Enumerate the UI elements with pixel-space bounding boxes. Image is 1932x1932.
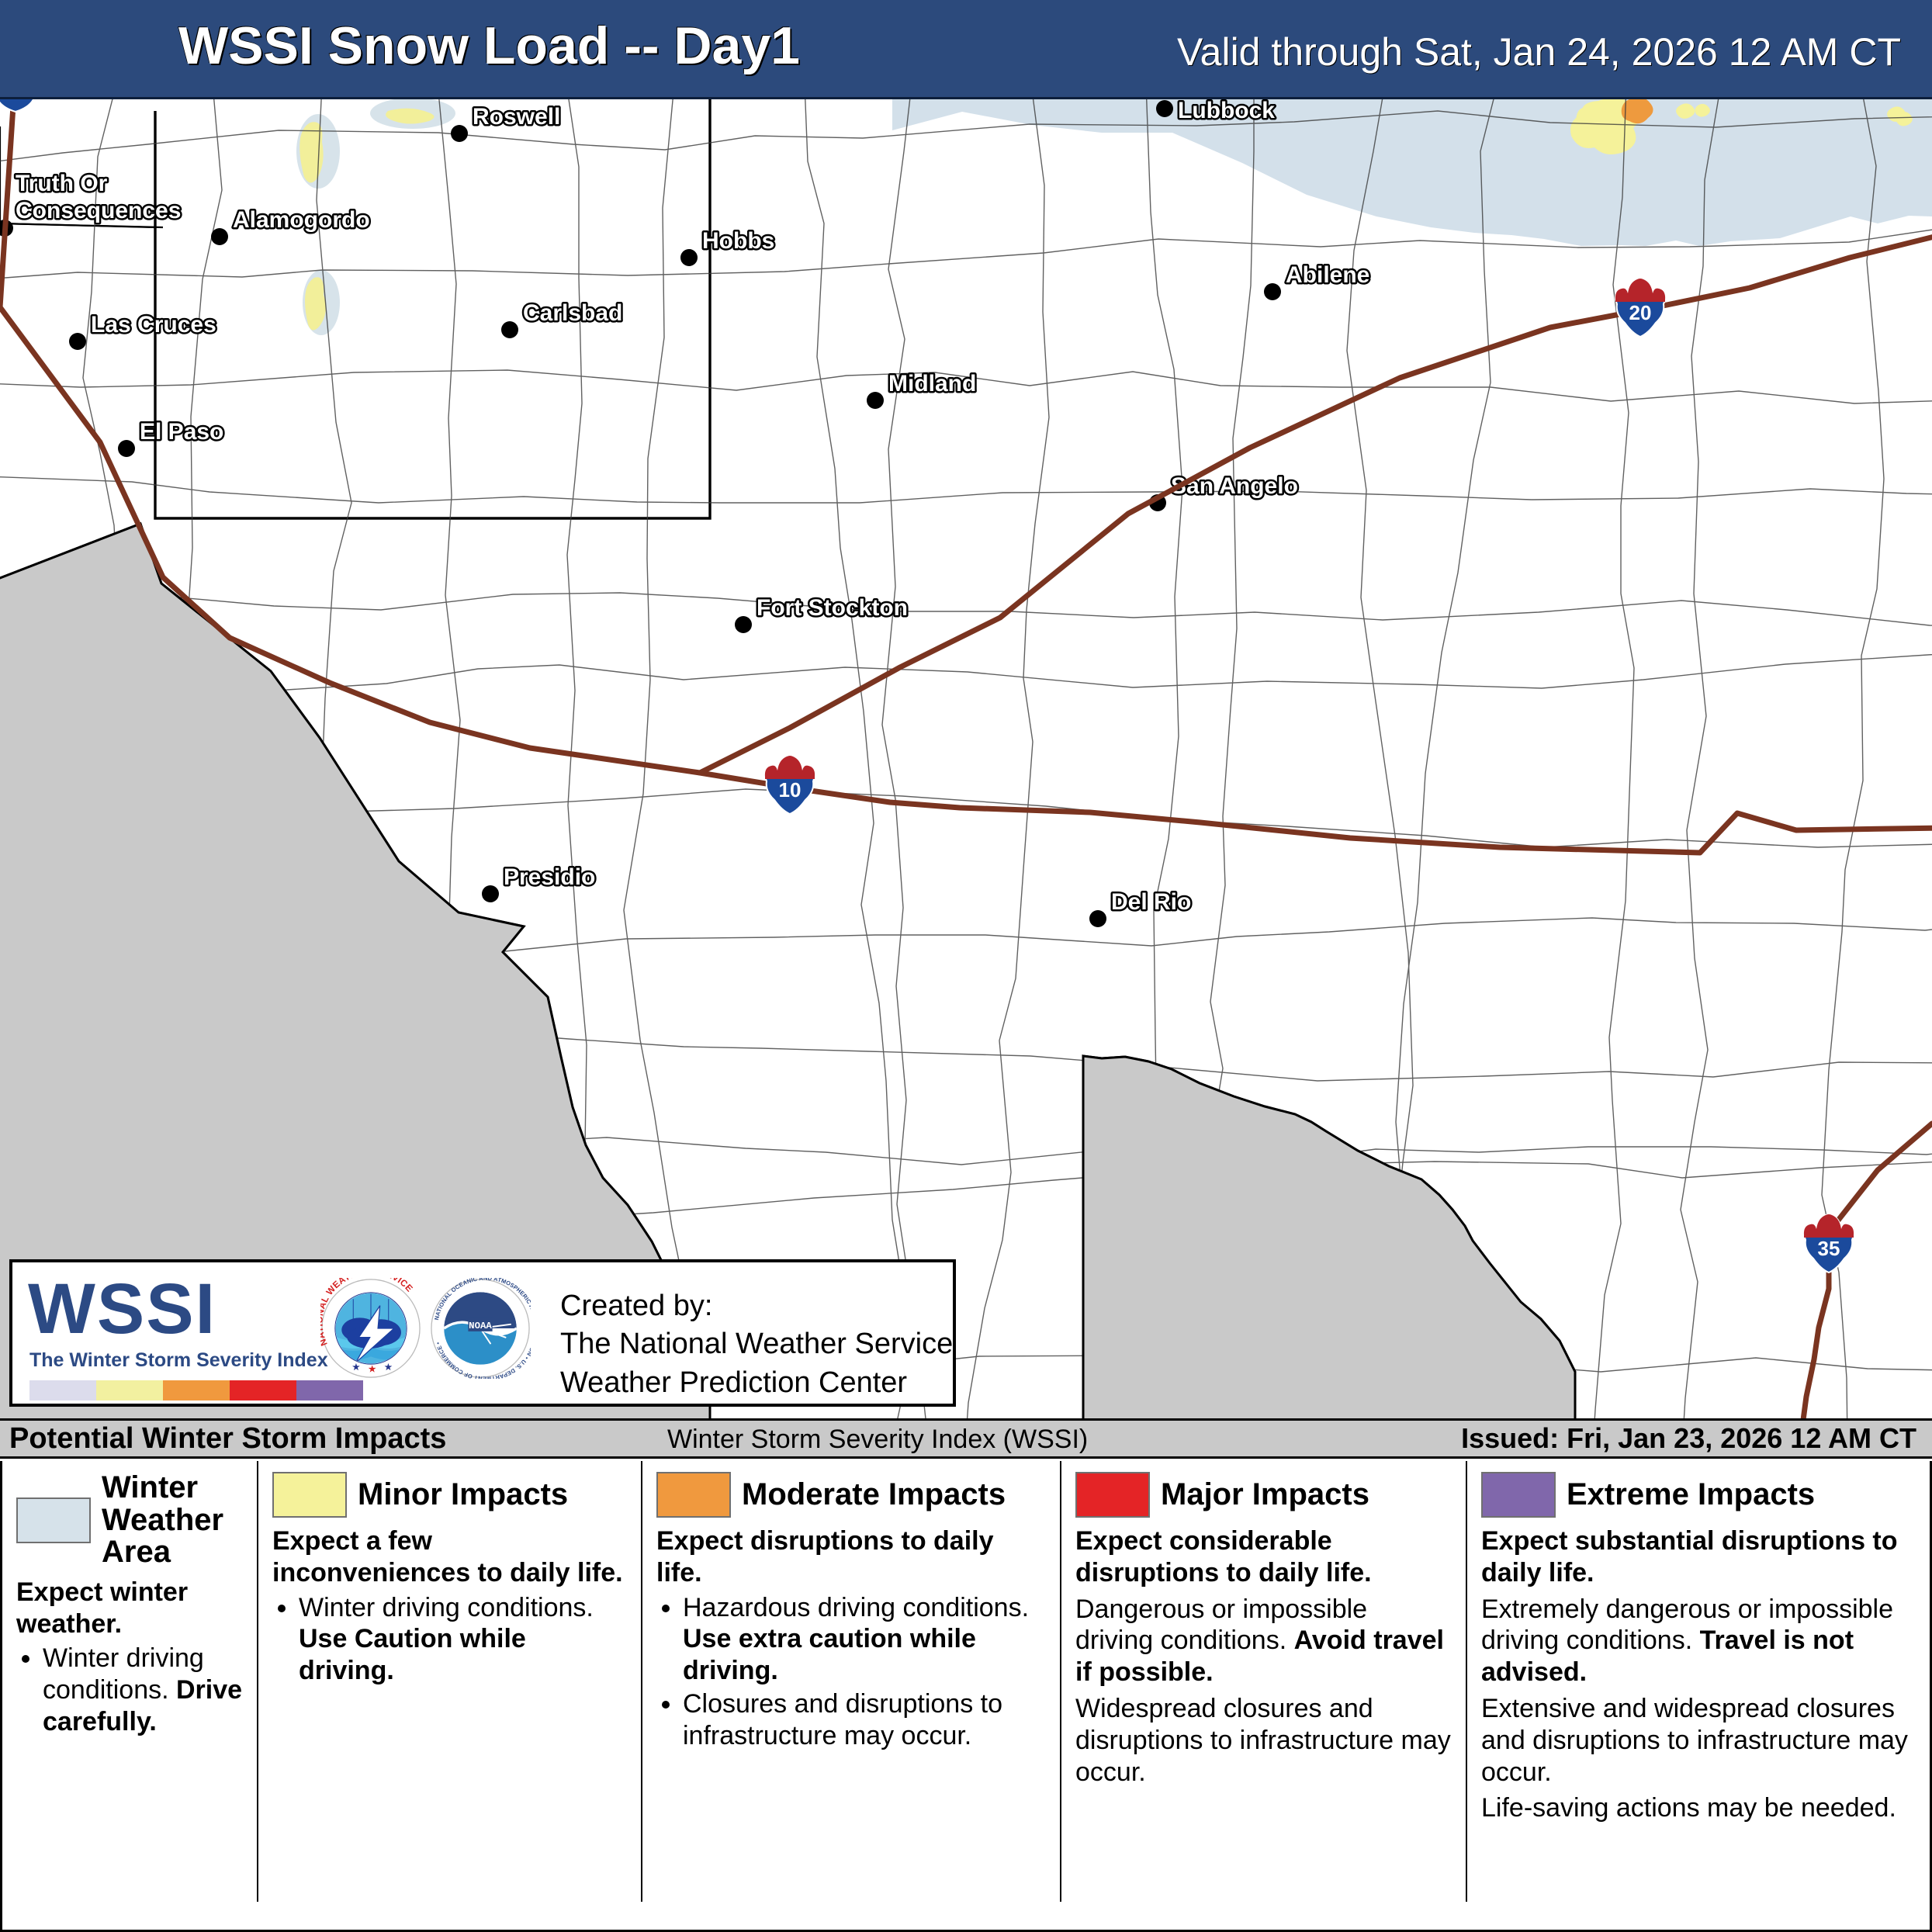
svg-text:Consequences: Consequences [16, 198, 181, 223]
svg-text:10: 10 [779, 778, 802, 802]
svg-text:Las Cruces: Las Cruces [91, 312, 216, 338]
svg-text:Abilene: Abilene [1286, 262, 1369, 288]
svg-text:NOAA: NOAA [469, 1321, 492, 1331]
svg-text:Alamogordo: Alamogordo [233, 207, 370, 233]
svg-text:El Paso: El Paso [140, 419, 223, 445]
svg-text:35: 35 [1818, 1237, 1840, 1260]
svg-text:Truth Or: Truth Or [16, 171, 108, 196]
svg-text:Fort Stockton: Fort Stockton [757, 595, 908, 621]
svg-text:★: ★ [352, 1362, 360, 1372]
svg-text:Midland: Midland [888, 371, 976, 396]
svg-text:Lubbock: Lubbock [1178, 99, 1275, 123]
svg-text:Presidio: Presidio [504, 864, 595, 890]
svg-text:Del Rio: Del Rio [1111, 889, 1191, 915]
svg-text:Roswell: Roswell [473, 104, 560, 130]
svg-text:★: ★ [385, 1362, 393, 1372]
svg-text:Hobbs: Hobbs [702, 228, 774, 254]
svg-text:20: 20 [1629, 301, 1652, 324]
svg-text:★: ★ [369, 1365, 376, 1374]
svg-text:Carlsbad: Carlsbad [523, 300, 622, 326]
